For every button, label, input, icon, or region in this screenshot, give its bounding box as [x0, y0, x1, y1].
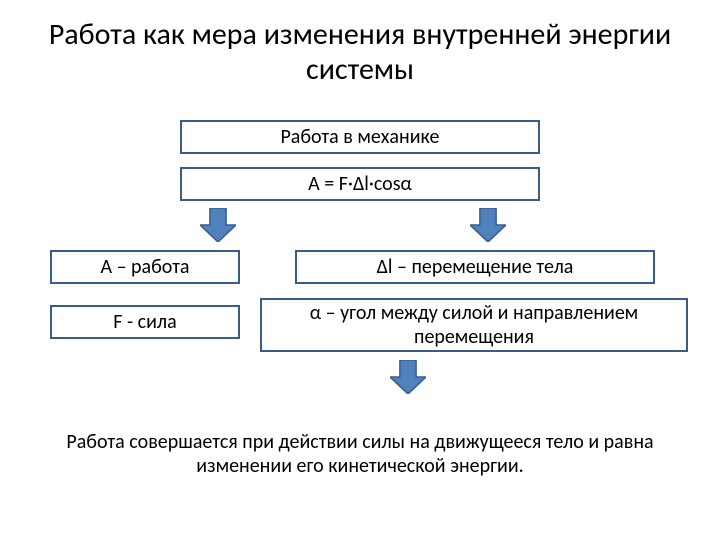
- box-alpha-text: α – угол между силой и направлением пере…: [270, 301, 678, 349]
- box-a-work-text: A – работа: [100, 255, 189, 279]
- box-formula: A = F·Δl·cosα: [180, 167, 540, 201]
- slide-title: Работа как мера изменения внутренней эне…: [0, 18, 720, 87]
- box-mechanics-text: Работа в механике: [280, 125, 439, 149]
- box-formula-text: A = F·Δl·cosα: [308, 172, 412, 196]
- arrow-down-bottom-icon: [390, 360, 426, 394]
- box-alpha: α – угол между силой и направлением пере…: [260, 298, 688, 352]
- box-a-work: A – работа: [50, 250, 240, 284]
- box-mechanics: Работа в механике: [180, 120, 540, 154]
- box-dl: Δl – перемещение тела: [295, 250, 655, 284]
- box-f-force: F - сила: [50, 305, 240, 339]
- arrow-down-left-icon: [200, 208, 236, 242]
- box-dl-text: Δl – перемещение тела: [377, 255, 574, 279]
- box-f-force-text: F - сила: [113, 310, 176, 334]
- conclusion-text: Работа совершается при действии силы на …: [40, 430, 680, 478]
- arrow-down-right-icon: [470, 208, 506, 242]
